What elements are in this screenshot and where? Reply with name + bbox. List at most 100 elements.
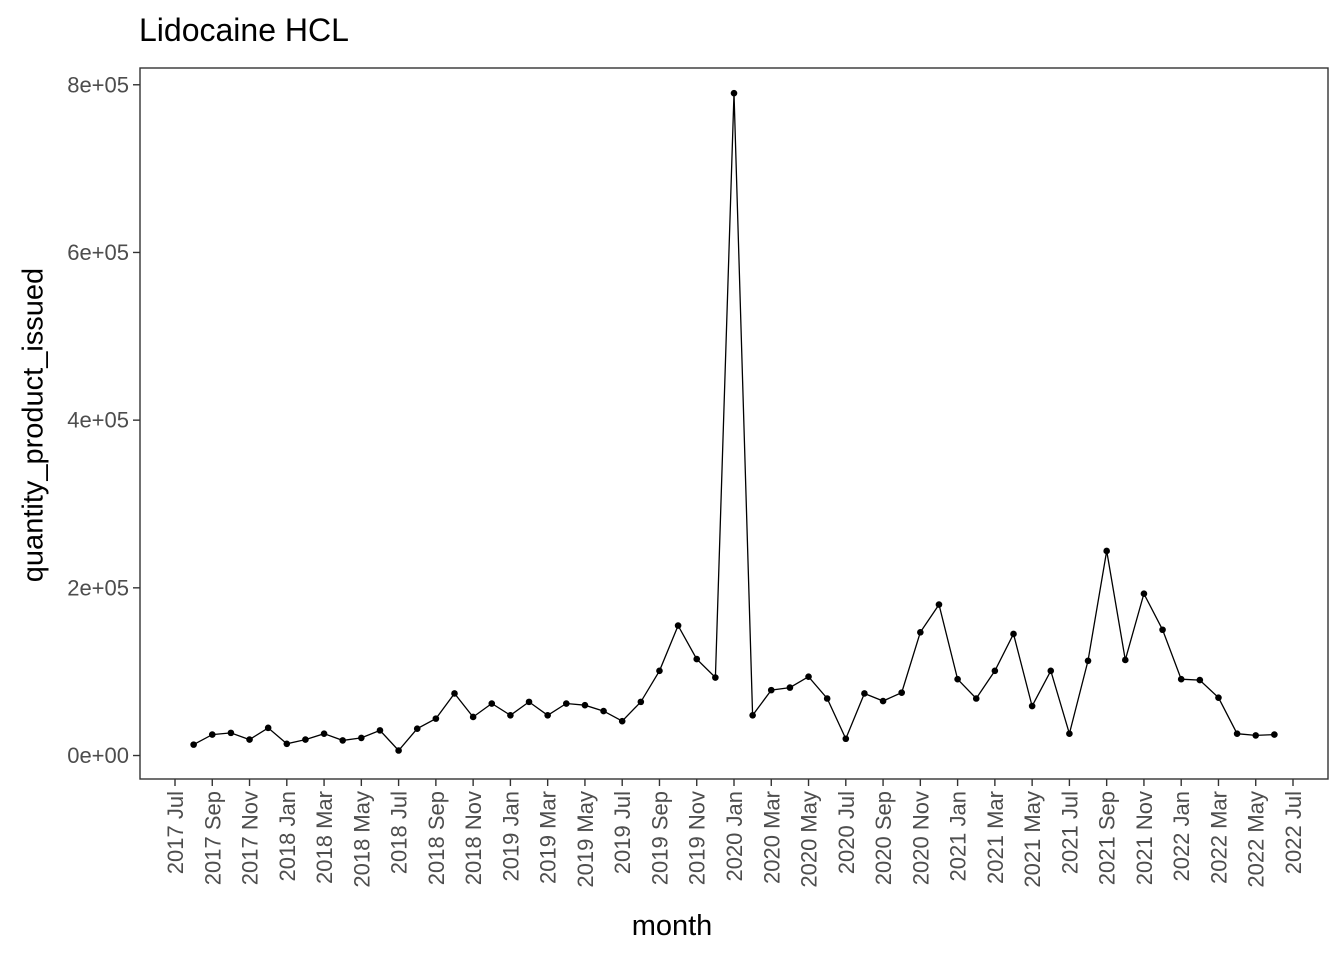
- data-point: [637, 698, 645, 706]
- data-point: [264, 724, 272, 732]
- data-point: [1196, 676, 1204, 684]
- x-tick-label: 2017 Sep: [200, 791, 225, 885]
- data-point: [823, 695, 831, 702]
- x-tick-label: 2020 Mar: [759, 791, 784, 884]
- x-tick-label: 2021 Nov: [1132, 791, 1157, 885]
- x-tick-label: 2021 Sep: [1095, 791, 1120, 885]
- x-tick-label: 2022 May: [1244, 791, 1269, 888]
- x-tick-label: 2020 May: [797, 791, 822, 888]
- x-tick-label: 2019 Sep: [647, 791, 672, 885]
- y-tick-label: 0e+00: [67, 743, 129, 768]
- x-axis-title: month: [631, 910, 713, 942]
- y-tick-label: 2e+05: [67, 575, 129, 600]
- x-tick-label: 2021 Jul: [1057, 791, 1082, 874]
- x-tick-label: 2022 Jan: [1169, 791, 1194, 882]
- x-tick-label: 2017 Nov: [238, 791, 263, 885]
- series-line: [193, 93, 1275, 752]
- series-layer: [190, 89, 1278, 754]
- data-point: [730, 89, 738, 97]
- x-tick-label: 2019 Jan: [498, 791, 523, 882]
- y-tick-label: 6e+05: [67, 240, 129, 265]
- data-point: [544, 711, 551, 719]
- data-point: [600, 707, 607, 715]
- data-point: [376, 727, 384, 734]
- x-tick-label: 2021 Mar: [983, 791, 1008, 884]
- data-point: [1159, 626, 1166, 634]
- x-tick-label: 2018 May: [349, 791, 374, 888]
- data-point: [1028, 702, 1036, 710]
- data-point: [1177, 675, 1185, 683]
- data-point: [246, 736, 253, 743]
- y-axis-title: quantity_product_issued: [17, 267, 50, 583]
- x-tick-label: 2018 Sep: [424, 791, 449, 885]
- x-tick-label: 2018 Jul: [387, 791, 412, 874]
- y-tick-label: 8e+05: [67, 72, 129, 97]
- x-tick-label: 2021 Jan: [946, 791, 971, 882]
- data-point: [581, 701, 589, 709]
- data-point: [563, 700, 570, 707]
- data-point: [1215, 694, 1222, 701]
- data-point: [283, 740, 291, 748]
- data-point: [507, 711, 514, 719]
- data-point: [1122, 656, 1129, 664]
- data-point: [1271, 731, 1278, 738]
- x-tick-label: 2019 Jul: [610, 791, 635, 874]
- data-point: [618, 717, 626, 725]
- data-point: [693, 655, 701, 663]
- data-point: [879, 697, 887, 705]
- data-point: [656, 667, 663, 675]
- x-tick-label: 2018 Jan: [275, 791, 300, 882]
- data-point: [413, 725, 421, 732]
- data-point: [208, 731, 216, 738]
- data-point: [227, 729, 235, 737]
- data-point: [432, 715, 440, 722]
- data-point: [786, 684, 794, 691]
- x-tick-label: 2017 Jul: [163, 791, 188, 874]
- x-tick-label: 2018 Mar: [312, 791, 337, 884]
- x-tick-label: 2020 Nov: [908, 791, 933, 885]
- data-point: [1010, 630, 1017, 638]
- data-point: [1252, 732, 1260, 739]
- x-tick-label: 2018 Nov: [461, 791, 486, 885]
- data-point: [674, 622, 682, 629]
- data-point: [358, 734, 365, 742]
- data-point: [339, 737, 347, 744]
- data-point: [1047, 667, 1055, 675]
- data-point: [451, 690, 458, 697]
- x-tick-label: 2019 Nov: [685, 791, 710, 885]
- x-axis: 2017 Jul 2017 Sep 2017 Nov 2018 Jan 2018 Mar…: [163, 779, 1306, 888]
- data-point: [488, 700, 496, 707]
- data-point: [917, 628, 924, 636]
- data-point: [1103, 547, 1110, 555]
- data-point: [1233, 730, 1241, 738]
- x-tick-label: 2020 Jul: [834, 791, 859, 874]
- x-tick-label: 2022 Mar: [1206, 791, 1231, 884]
- data-point: [469, 713, 477, 721]
- y-axis: 0e+00 2e+05 4e+05 6e+05 8e+05: [67, 72, 140, 768]
- x-tick-label: 2019 Mar: [536, 791, 561, 884]
- data-point: [1084, 657, 1092, 665]
- data-point: [712, 674, 719, 681]
- data-point: [991, 667, 999, 675]
- x-tick-label: 2020 Jan: [722, 791, 747, 882]
- data-point: [190, 741, 197, 748]
- y-tick-label: 4e+05: [67, 408, 129, 433]
- x-tick-label: 2021 May: [1020, 791, 1045, 888]
- data-point: [749, 711, 756, 719]
- x-tick-label: 2019 May: [573, 791, 598, 888]
- data-point: [1140, 590, 1148, 598]
- data-point: [842, 735, 850, 743]
- data-point: [767, 686, 775, 694]
- x-tick-label: 2020 Sep: [871, 791, 896, 885]
- data-point: [954, 675, 961, 683]
- panel-border: [139, 67, 1329, 780]
- data-point: [935, 601, 943, 608]
- data-point: [525, 698, 533, 706]
- data-point: [898, 689, 905, 696]
- data-point: [320, 730, 328, 738]
- chart-title: Lidocaine HCL: [139, 12, 349, 48]
- data-point: [861, 690, 868, 697]
- x-tick-label: 2022 Jul: [1281, 791, 1306, 874]
- data-point: [1066, 730, 1073, 738]
